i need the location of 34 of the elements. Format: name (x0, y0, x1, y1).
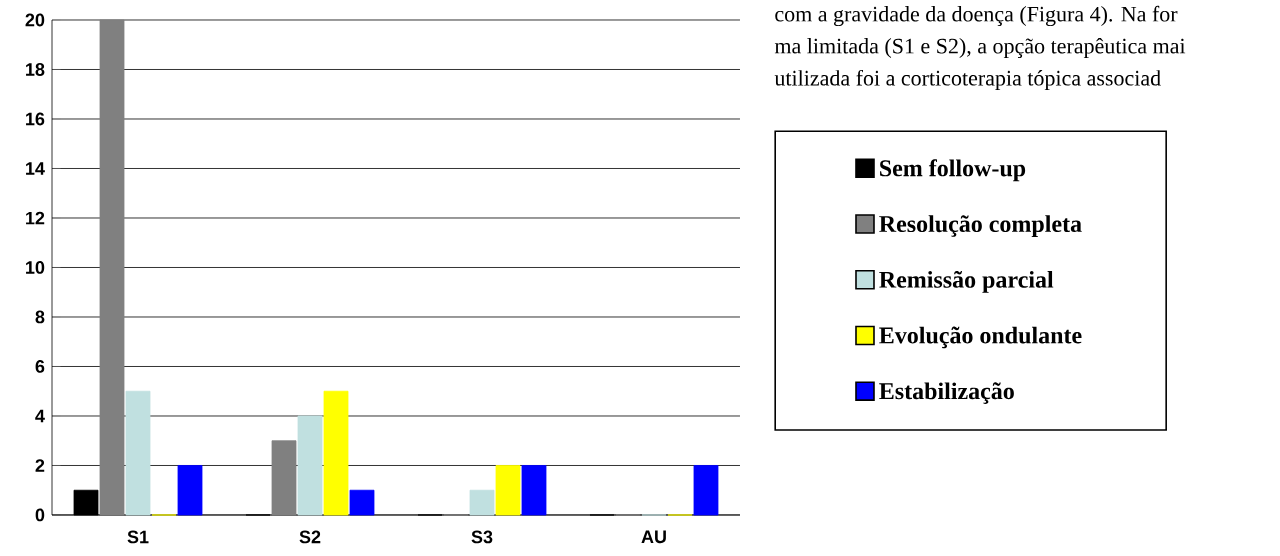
text: ma limitada (S1 e S2), a opção terapêutica mai (774, 38, 1186, 58)
bar (177, 465, 203, 516)
y-tick-label: 14 (26, 162, 45, 175)
bar (297, 415, 323, 516)
y-tick-label: 4 (35, 409, 45, 423)
y-tick-label: 20 (25, 13, 45, 27)
y-tick-label: 8 (35, 310, 45, 324)
y-tick-label: 12 (26, 211, 45, 225)
x-tick-label: S1 (127, 530, 149, 544)
x-tick-label: S3 (471, 530, 493, 544)
bar (99, 19, 125, 516)
bar (323, 390, 349, 516)
text: utilizada foi a corticoterapia tópica associad (774, 69, 1161, 91)
x-tick-label: AU (641, 530, 666, 544)
y-tick-label: 6 (35, 360, 45, 373)
text: com a gravidade da doença (Figura 4). Na for (775, 5, 1178, 27)
x-tick-label: S2 (299, 530, 321, 544)
bar (495, 465, 521, 516)
y-tick-label: 10 (26, 261, 45, 274)
bar (125, 390, 151, 516)
bar (271, 440, 297, 516)
bar (469, 489, 495, 516)
legend-label: Sem follow-up (880, 159, 1026, 182)
legend-label: Remissão parcial (879, 270, 1054, 293)
y-tick-label: 16 (26, 112, 45, 126)
y-tick-label: 0 (35, 508, 45, 522)
bar (521, 465, 547, 516)
legend-label: Resolução completa (879, 215, 1082, 237)
legend-label: Evolução ondulante (879, 326, 1082, 349)
bar (349, 489, 375, 516)
y-tick-label: 18 (26, 63, 45, 76)
bar (693, 465, 719, 516)
y-tick-label: 2 (35, 459, 45, 472)
legend-label: Estabilização (879, 382, 1014, 404)
